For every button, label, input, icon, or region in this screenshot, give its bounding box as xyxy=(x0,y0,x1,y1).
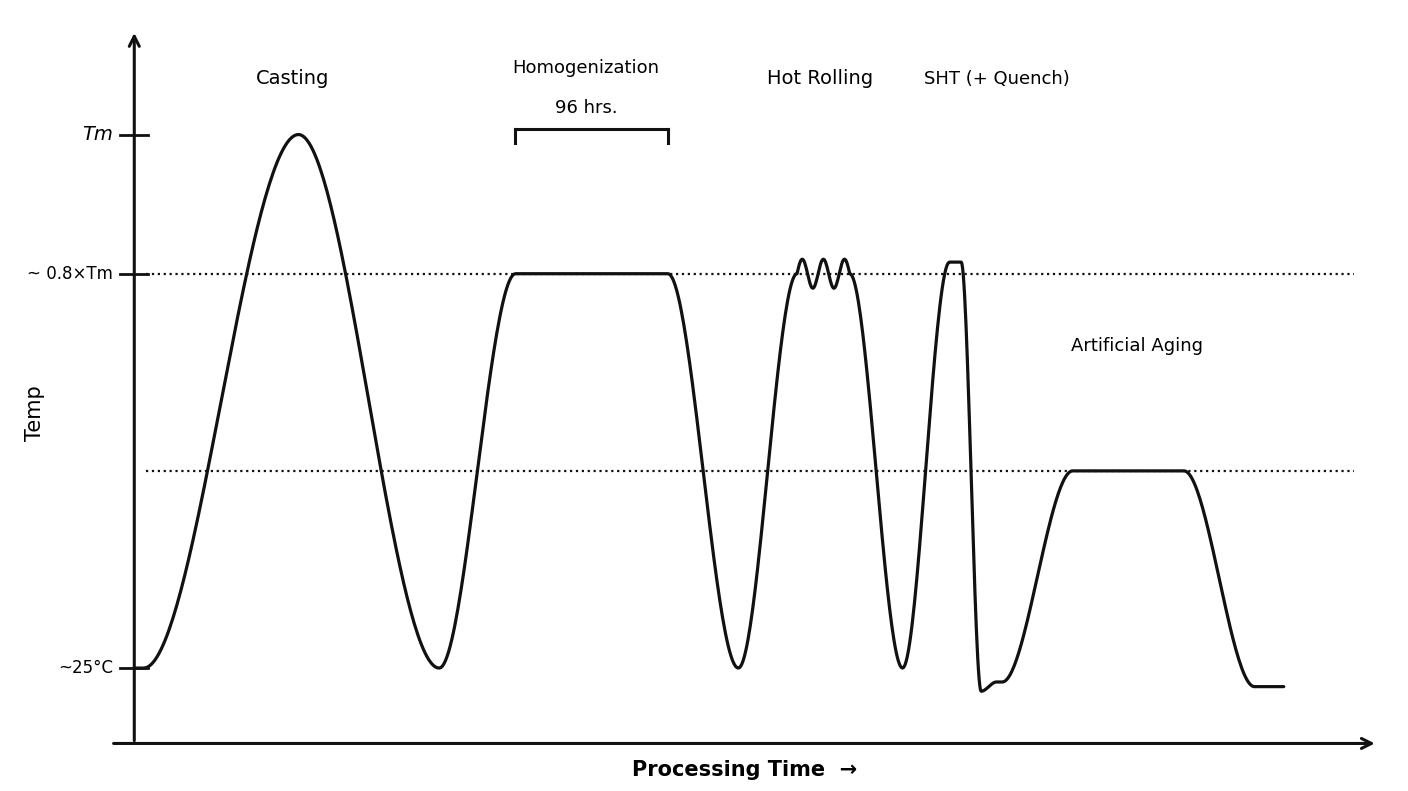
Text: Artificial Aging: Artificial Aging xyxy=(1071,337,1204,355)
Text: Hot Rolling: Hot Rolling xyxy=(767,69,873,88)
Text: SHT (+ Quench): SHT (+ Quench) xyxy=(924,70,1069,88)
Text: Processing Time  →: Processing Time → xyxy=(632,759,857,780)
Text: Temp: Temp xyxy=(24,385,45,441)
Text: Tm: Tm xyxy=(82,125,113,144)
Text: Casting: Casting xyxy=(256,69,329,88)
Text: Homogenization: Homogenization xyxy=(513,59,659,77)
Text: 96 hrs.: 96 hrs. xyxy=(555,99,617,117)
Text: ~25°C: ~25°C xyxy=(58,659,113,677)
Text: ~ 0.8×Tm: ~ 0.8×Tm xyxy=(27,265,113,282)
